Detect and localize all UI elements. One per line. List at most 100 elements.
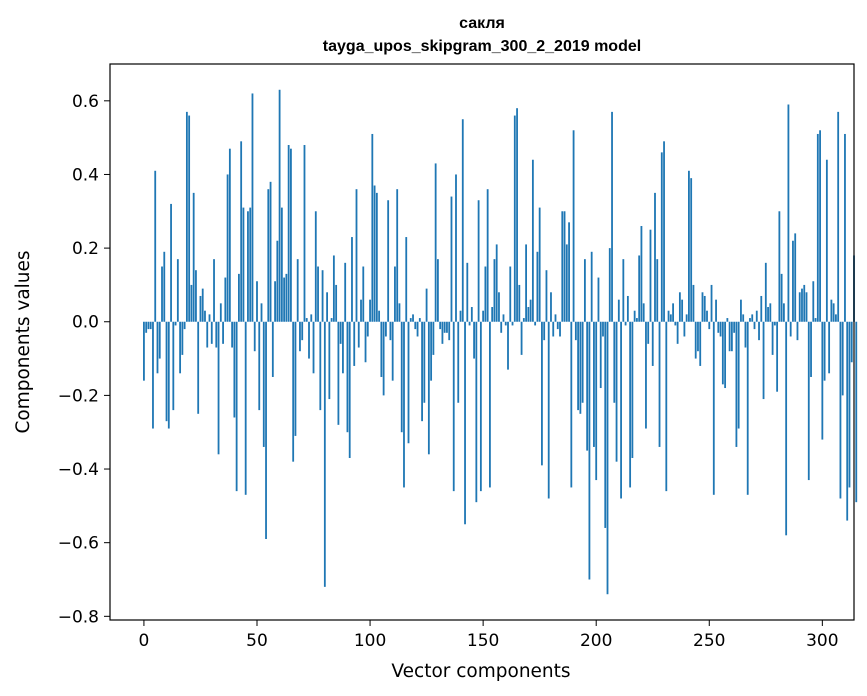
bar [493,259,496,322]
bar [149,321,152,330]
y-tick-label: 0.2 [72,239,99,259]
bar [755,310,758,322]
bar [495,244,498,322]
bar [437,259,439,322]
bar [728,321,731,352]
bar [387,200,390,322]
bar [486,189,489,322]
bar [579,321,582,414]
bar [457,321,460,403]
bar [511,321,514,326]
bar [599,321,602,389]
bar [299,321,301,352]
bar [767,307,769,322]
y-tick-label: −0.6 [58,534,99,554]
bar [717,321,720,333]
bar [663,141,665,322]
bar [708,321,711,330]
bar [654,192,656,322]
bar [330,318,333,322]
bar [651,321,654,366]
bar [518,284,521,322]
bar [285,273,288,322]
bar [482,310,485,322]
y-axis-ticks: −0.8 −0.6 −0.4 −0.2 0.0 0.2 0.4 0.6 [58,92,110,627]
bar [733,321,736,333]
bar [427,321,430,455]
y-tick-label: 0.0 [72,313,99,333]
bar [606,321,609,595]
y-tick-label: −0.2 [58,386,99,406]
bar [278,89,281,322]
bar [473,321,475,359]
bar [461,119,464,322]
bar [794,233,797,322]
bar [319,321,322,411]
bar [192,192,195,322]
bar [760,295,763,322]
bar [339,321,342,344]
bar [536,251,539,322]
bar [423,321,426,403]
bar [382,321,385,396]
bar [181,321,184,355]
bar [593,321,595,447]
bar [176,259,179,322]
bar [617,299,620,322]
chart-subtitle: tayga_upos_skipgram_300_2_2019 model [323,38,641,55]
bar [355,189,358,322]
bar [622,259,625,322]
x-tick-label: 100 [354,631,386,651]
bar [384,321,387,337]
bar [615,321,618,462]
plot-frame [109,63,855,621]
bar [597,277,600,322]
bar [452,321,455,492]
bar [730,321,733,352]
bar [706,310,708,322]
bar [647,321,650,344]
bar [208,314,211,322]
bar [830,299,833,322]
bar [672,303,674,322]
bar [475,321,478,503]
bar [206,321,209,348]
bar [828,321,831,374]
bar [364,321,367,363]
bar [832,303,835,322]
y-axis-label: Components values [13,250,34,433]
bar [810,321,812,377]
bar [638,255,641,322]
bar [301,321,304,341]
bar [577,321,580,411]
bar [143,321,145,381]
bar [640,226,643,322]
bar [844,133,846,322]
bar [296,259,299,322]
bar [459,310,462,322]
chart-title: сакля [459,15,505,32]
bar [620,321,622,499]
bar [240,141,243,322]
bar [626,295,629,322]
bar [507,321,509,370]
bar [362,266,365,322]
bar [520,321,523,355]
bar [692,284,695,322]
bar [556,321,559,330]
bar [812,281,815,322]
bar [321,270,324,322]
bar [484,266,487,322]
bar [805,292,808,322]
bar [516,108,518,322]
bar [681,299,684,322]
bar [219,303,222,322]
bar [190,284,193,322]
bar [247,211,249,322]
bar [568,222,570,322]
bar [690,178,693,322]
bar [167,321,170,429]
bar [608,248,611,322]
bar [145,321,148,333]
